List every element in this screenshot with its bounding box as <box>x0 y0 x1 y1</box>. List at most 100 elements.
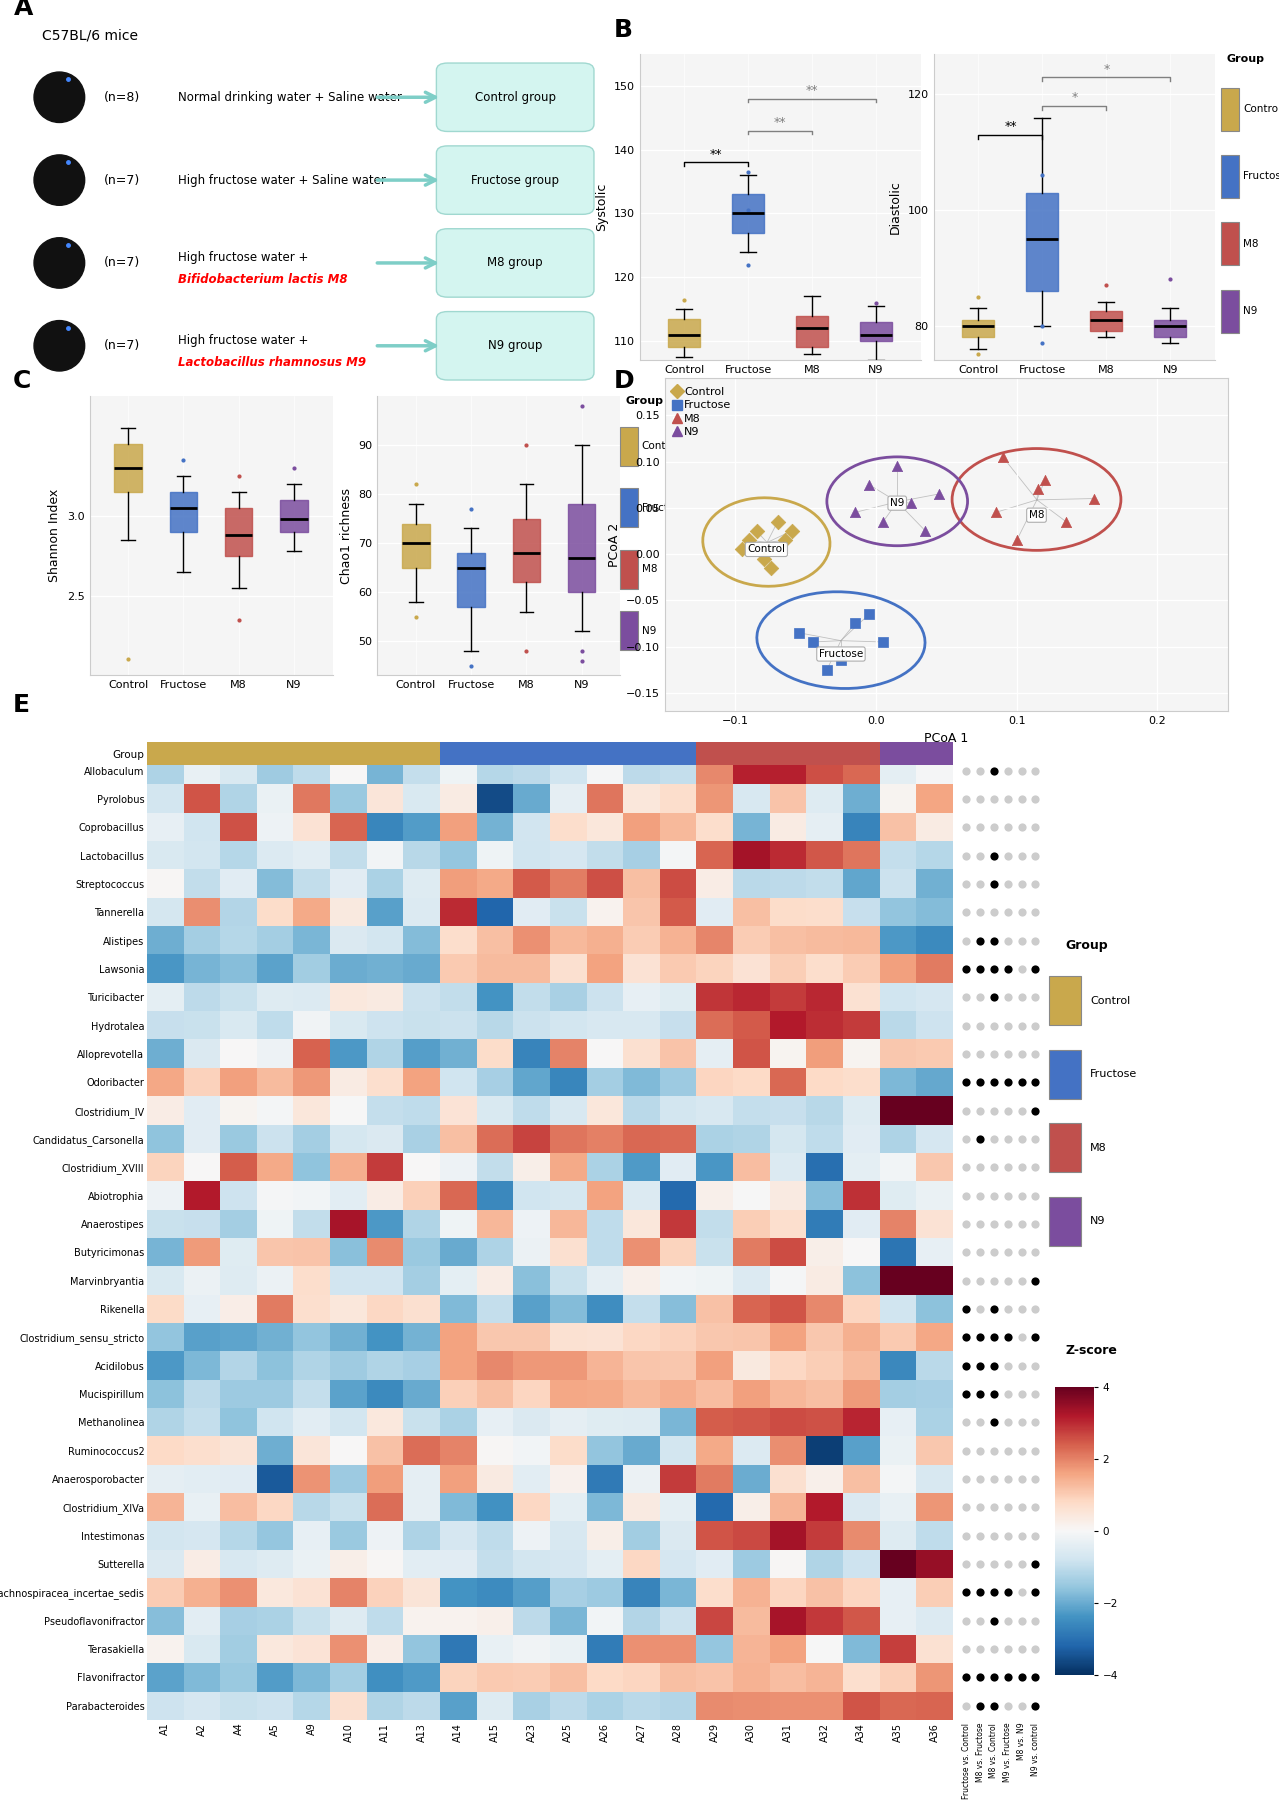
PathPatch shape <box>668 319 701 348</box>
Point <box>1026 926 1046 955</box>
Point <box>955 785 976 814</box>
Point <box>969 899 990 928</box>
Text: *: * <box>1104 63 1109 76</box>
Point <box>955 1578 976 1606</box>
Point <box>767 508 788 537</box>
FancyBboxPatch shape <box>436 63 593 131</box>
Text: Fructose: Fructose <box>642 502 686 513</box>
Point <box>984 1464 1004 1493</box>
Point <box>929 479 949 508</box>
Point <box>998 841 1018 870</box>
Text: High fructose water +: High fructose water + <box>178 333 312 348</box>
Text: (n=8): (n=8) <box>105 90 141 104</box>
Point <box>1012 1295 1032 1324</box>
Point <box>969 1662 990 1691</box>
Point <box>1026 756 1046 785</box>
Point <box>998 785 1018 814</box>
Point <box>998 1493 1018 1522</box>
Point <box>998 1324 1018 1353</box>
Point <box>984 1662 1004 1691</box>
Point <box>1012 926 1032 955</box>
Text: Control: Control <box>747 544 785 555</box>
Point <box>1026 1437 1046 1466</box>
PathPatch shape <box>280 501 308 531</box>
Point <box>1026 1493 1046 1522</box>
Point <box>969 1153 990 1181</box>
Point <box>1055 508 1076 537</box>
Point <box>1026 1237 1046 1266</box>
Point <box>955 1351 976 1380</box>
Point <box>969 1522 990 1551</box>
Point <box>1012 1039 1032 1068</box>
Point <box>1026 1522 1046 1551</box>
Point <box>998 926 1018 955</box>
Point <box>1026 1181 1046 1210</box>
Point <box>969 870 990 899</box>
FancyBboxPatch shape <box>1049 1050 1081 1099</box>
Text: M8: M8 <box>1090 1142 1106 1153</box>
Point <box>1012 812 1032 841</box>
Text: B: B <box>614 18 633 41</box>
Point <box>739 526 760 555</box>
Point <box>969 1691 990 1720</box>
Point <box>845 609 866 638</box>
Point <box>1026 1097 1046 1126</box>
FancyBboxPatch shape <box>1049 1196 1081 1246</box>
Point <box>984 926 1004 955</box>
Point <box>984 1522 1004 1551</box>
Point <box>969 785 990 814</box>
Point <box>955 1464 976 1493</box>
FancyBboxPatch shape <box>1221 290 1239 333</box>
Point <box>955 1181 976 1210</box>
Point <box>1026 870 1046 899</box>
Point <box>955 1662 976 1691</box>
Point <box>998 756 1018 785</box>
Text: C57BL/6 mice: C57BL/6 mice <box>42 29 138 43</box>
Point <box>1012 1662 1032 1691</box>
Point <box>1026 1662 1046 1691</box>
PathPatch shape <box>796 315 829 348</box>
Point <box>984 1324 1004 1353</box>
Point <box>900 488 921 517</box>
Point <box>955 1606 976 1635</box>
Point <box>984 1181 1004 1210</box>
Point <box>998 812 1018 841</box>
FancyBboxPatch shape <box>620 427 638 466</box>
Point <box>1012 1181 1032 1210</box>
Point <box>1026 1210 1046 1239</box>
Point <box>969 841 990 870</box>
Text: Control group: Control group <box>475 90 555 104</box>
Point <box>1026 983 1046 1012</box>
Point <box>1026 1464 1046 1493</box>
Point <box>955 1635 976 1664</box>
Point <box>984 1295 1004 1324</box>
Point <box>1026 1691 1046 1720</box>
Point <box>859 600 880 629</box>
Point <box>1026 841 1046 870</box>
Point <box>1012 1380 1032 1408</box>
Point <box>984 1408 1004 1437</box>
Point <box>998 1039 1018 1068</box>
Point <box>1012 1266 1032 1295</box>
Point <box>1026 1124 1046 1153</box>
Point <box>984 785 1004 814</box>
Point <box>955 1097 976 1126</box>
Point <box>1026 1549 1046 1578</box>
Text: N9: N9 <box>890 499 904 508</box>
FancyBboxPatch shape <box>1049 1124 1081 1172</box>
Point <box>1012 1237 1032 1266</box>
Text: Bifidobacterium lactis M8: Bifidobacterium lactis M8 <box>178 272 347 286</box>
Point <box>955 1124 976 1153</box>
Point <box>984 1068 1004 1097</box>
Text: M8: M8 <box>642 564 657 575</box>
Point <box>1012 1097 1032 1126</box>
Point <box>984 1437 1004 1466</box>
Text: A: A <box>14 0 33 20</box>
Y-axis label: Diastolic: Diastolic <box>889 180 902 234</box>
Point <box>1012 1578 1032 1606</box>
Point <box>969 812 990 841</box>
Legend: Control, Fructose, M8, N9: Control, Fructose, M8, N9 <box>670 384 734 441</box>
Point <box>955 1437 976 1466</box>
Point <box>984 841 1004 870</box>
FancyBboxPatch shape <box>436 229 593 297</box>
